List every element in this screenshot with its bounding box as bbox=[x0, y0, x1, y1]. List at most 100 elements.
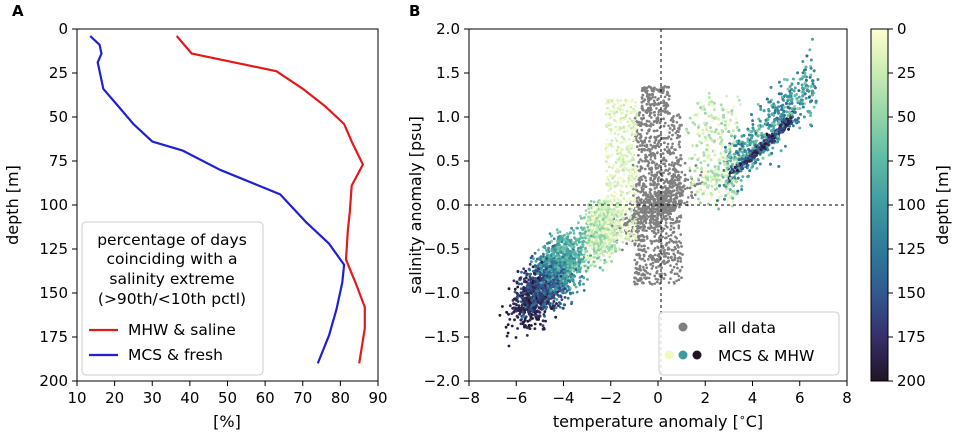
x-tick-label: 10 bbox=[67, 389, 86, 407]
all-data-point bbox=[658, 236, 661, 239]
mcs-point bbox=[566, 296, 570, 300]
all-data-point bbox=[662, 117, 665, 121]
x-tick-label: 40 bbox=[180, 389, 199, 407]
all-data-point bbox=[655, 107, 658, 110]
all-data-point bbox=[655, 218, 658, 222]
mcs-point bbox=[561, 247, 564, 250]
all-data-point bbox=[673, 199, 676, 203]
mcs-point bbox=[583, 264, 587, 268]
mcs-point bbox=[512, 302, 515, 306]
all-data-point bbox=[654, 167, 658, 170]
all-data-point bbox=[677, 174, 680, 177]
all-data-point bbox=[671, 142, 674, 146]
all-data-point bbox=[674, 148, 677, 151]
all-data-point bbox=[664, 103, 667, 107]
all-data-point bbox=[672, 151, 675, 155]
all-data-point bbox=[670, 186, 674, 189]
mcs-point bbox=[590, 227, 594, 230]
all-data-point bbox=[655, 129, 659, 132]
mcs-point bbox=[514, 298, 518, 301]
all-data-point bbox=[649, 106, 652, 110]
mcs-point bbox=[563, 237, 567, 241]
all-data-point bbox=[662, 227, 666, 231]
all-data-point bbox=[678, 115, 682, 119]
all-data-point bbox=[678, 140, 681, 144]
all-data-point bbox=[641, 107, 644, 110]
all-data-point bbox=[639, 124, 642, 127]
all-data-point bbox=[638, 179, 642, 182]
mcs-point bbox=[583, 247, 587, 251]
all-data-point bbox=[671, 117, 674, 120]
all-data-point bbox=[647, 98, 650, 101]
all-data-point bbox=[669, 271, 673, 274]
mcs-point bbox=[576, 226, 579, 230]
all-data-point bbox=[669, 238, 672, 241]
all-data-point bbox=[675, 130, 679, 133]
all-data-point bbox=[657, 90, 661, 93]
all-data-point bbox=[645, 132, 649, 135]
mcs-point bbox=[592, 206, 596, 210]
mcs-point bbox=[587, 260, 590, 264]
mcs-point bbox=[534, 259, 538, 263]
all-data-point bbox=[665, 199, 668, 202]
mcs-point bbox=[531, 280, 535, 283]
y-tick-label: 175 bbox=[39, 328, 68, 346]
mcs-point bbox=[580, 236, 584, 240]
all-data-point bbox=[625, 242, 628, 245]
mcs-point bbox=[525, 273, 529, 276]
all-data-point bbox=[645, 103, 649, 106]
all-data-point bbox=[643, 276, 646, 280]
mcs-point bbox=[532, 257, 535, 260]
all-data-point bbox=[676, 244, 679, 247]
mcs-point bbox=[542, 327, 546, 331]
all-data-point bbox=[649, 153, 653, 156]
mcs-point bbox=[582, 282, 585, 286]
all-data-point bbox=[642, 226, 645, 230]
mcs-point bbox=[594, 244, 598, 248]
all-data-point bbox=[662, 277, 666, 280]
mcs-point bbox=[541, 303, 545, 306]
all-data-point bbox=[680, 276, 683, 280]
all-data-point bbox=[671, 120, 675, 123]
mcs-point bbox=[550, 239, 553, 243]
mcs-point bbox=[566, 259, 570, 262]
all-data-point bbox=[677, 220, 680, 224]
all-data-point bbox=[665, 241, 669, 245]
all-data-point bbox=[648, 140, 651, 143]
mcs-point bbox=[601, 224, 604, 228]
all-data-point bbox=[669, 221, 673, 225]
mcs-point bbox=[582, 260, 586, 264]
y-tick-label: 50 bbox=[49, 108, 68, 126]
panel-a-x-label: [%] bbox=[213, 412, 241, 431]
mcs-point bbox=[621, 240, 625, 244]
all-data-point bbox=[671, 161, 674, 164]
mcs-point bbox=[584, 209, 588, 213]
mcs-point bbox=[597, 253, 600, 257]
all-data-point bbox=[638, 264, 642, 268]
panel-b-scatter bbox=[498, 37, 820, 348]
all-data-point bbox=[680, 245, 683, 248]
mcs-point bbox=[537, 263, 541, 266]
mcs-point bbox=[579, 216, 583, 220]
mcs-point bbox=[545, 251, 549, 255]
all-data-point bbox=[654, 260, 658, 264]
mcs-point bbox=[543, 284, 547, 288]
mcs-point bbox=[573, 275, 577, 278]
panel-a-legend: percentage of days coinciding with a sal… bbox=[81, 221, 264, 376]
all-data-point bbox=[648, 120, 651, 123]
mcs-point bbox=[578, 214, 582, 218]
mcs-point bbox=[572, 232, 576, 235]
mcs-point bbox=[545, 257, 549, 260]
mcs-point bbox=[523, 271, 526, 275]
mcs-point bbox=[534, 312, 537, 316]
all-data-point bbox=[678, 201, 681, 204]
mcs-point bbox=[587, 207, 591, 211]
all-data-point bbox=[653, 141, 656, 144]
all-data-point bbox=[649, 256, 653, 259]
all-data-point bbox=[640, 150, 643, 153]
all-data-point bbox=[670, 225, 673, 228]
mcs-point bbox=[522, 292, 525, 295]
mcs-point bbox=[561, 251, 565, 255]
mcs-point bbox=[559, 269, 563, 273]
mcs-point bbox=[599, 200, 602, 204]
